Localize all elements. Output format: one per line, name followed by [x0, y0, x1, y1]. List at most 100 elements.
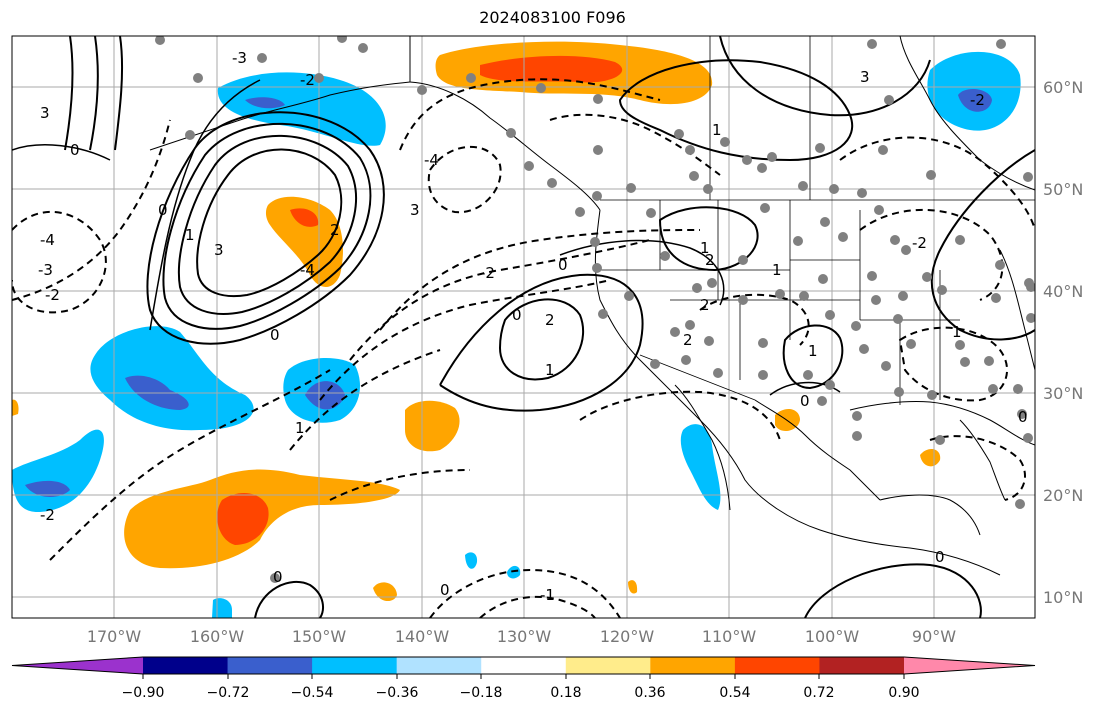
contour-label: 2: [683, 331, 693, 349]
colorbar-segment: [312, 657, 398, 674]
contour-neg-2: [379, 229, 701, 331]
contour-label: 2: [545, 311, 555, 329]
contour-label: -3: [232, 49, 247, 67]
colorbar-segment: [819, 657, 905, 674]
contour-neg-11: [859, 208, 1004, 301]
coast-yucatan: [879, 494, 981, 536]
contour-neg-9: [427, 145, 502, 214]
contour-pos-11: [254, 580, 324, 618]
contour-neg-18: [329, 469, 471, 501]
lon-label-100w: 100°W: [805, 627, 860, 646]
warm-anomaly-small-f: [12, 399, 19, 416]
lon-label-90w: 90°W: [912, 627, 956, 646]
colorbar-tick-label: 0.72: [803, 685, 834, 701]
contour-neg-12: [898, 326, 1009, 402]
colorbar-tick-label: 0.54: [719, 685, 750, 701]
contour-label: 1: [700, 239, 710, 257]
cold-anomaly-core: [245, 97, 285, 109]
lon-label-150w: 150°W: [292, 627, 347, 646]
contour-zero-1: [149, 79, 261, 331]
contour-label: -4: [424, 151, 439, 169]
contour-pos-2: [162, 122, 372, 330]
contour-label: 2: [705, 251, 715, 269]
contour-pos-4: [196, 148, 343, 298]
contour-neg-6: [49, 369, 331, 561]
contour-neg-7: [12, 211, 107, 314]
colorbar-tick-labels: −0.90 −0.72 −0.54 −0.36 −0.18 0.18 0.36 …: [122, 685, 920, 701]
lon-label-140w: 140°W: [395, 627, 450, 646]
lat-label-40n: 40°N: [1043, 282, 1083, 301]
contour-label: -2: [912, 234, 927, 252]
map-frame: [11, 35, 1036, 619]
contour-label: 3: [860, 68, 870, 86]
warm-anomaly-hawaii-core: [217, 493, 269, 545]
lat-label-50n: 50°N: [1043, 180, 1083, 199]
contour-pos-8: [782, 324, 844, 390]
cold-anomaly-hudson-core: [958, 88, 992, 112]
coast-gulf-states: [849, 401, 1035, 446]
contour-label: 1: [808, 342, 818, 360]
coast-baja: [674, 384, 731, 511]
coast-hudson: [899, 36, 1035, 191]
lon-label-130w: 130°W: [497, 627, 552, 646]
contour-pos-12: [804, 563, 982, 618]
colorbar-ticks: [142, 674, 905, 679]
contour-pos-6: [439, 273, 644, 412]
contour-label: 0: [800, 392, 810, 410]
colorbar-tick-label: 0.36: [634, 685, 665, 701]
contour-label: 0: [512, 306, 522, 324]
coast-east-us: [999, 249, 1035, 371]
warm-anomaly-yukon-core: [480, 55, 623, 83]
contour-label: 0: [273, 568, 283, 586]
contour-label: 0: [935, 548, 945, 566]
contour-neg-5: [289, 349, 441, 451]
contour-pos-10: [719, 36, 931, 117]
contour-label: 0: [270, 326, 280, 344]
warm-anomaly-northeast-pacific-core: [290, 208, 319, 227]
colorbar-segment: [650, 657, 736, 674]
lon-label-170w: 170°W: [87, 627, 142, 646]
colorbar-extend-low: [12, 657, 143, 674]
contours-positive: [64, 36, 1035, 618]
colorbar-segments: [11, 656, 1036, 675]
contour-label: 1: [712, 121, 722, 139]
contour-label: -2: [300, 71, 315, 89]
contour-label: 1: [952, 323, 962, 341]
contour-label: 0: [440, 581, 450, 599]
cold-anomaly-small-b: [507, 565, 521, 579]
contour-pos-14: [930, 149, 1035, 341]
lat-label-20n: 20°N: [1043, 486, 1083, 505]
contour-label: 1: [772, 261, 782, 279]
cold-anomaly-small-a: [465, 552, 478, 569]
colorbar-tick-label: −0.72: [207, 685, 250, 701]
colorbar-tick-label: −0.90: [122, 685, 165, 701]
coast-west-north-america: [594, 209, 1001, 576]
contour-label: 0: [158, 201, 168, 219]
latitude-labels: 60°N 50°N 40°N 30°N 20°N 10°N: [1043, 78, 1083, 607]
contour-neg-14: [429, 568, 621, 618]
lat-label-60n: 60°N: [1043, 78, 1083, 97]
colorbar-tick-label: −0.36: [376, 685, 419, 701]
colorbar-tick-label: −0.18: [460, 685, 503, 701]
map-title: 2024083100 F096: [479, 8, 626, 27]
contour-label: -2: [480, 264, 495, 282]
contour-neg-1: [399, 78, 661, 151]
lon-label-120w: 120°W: [600, 627, 655, 646]
lon-label-110w: 110°W: [702, 627, 757, 646]
lat-label-30n: 30°N: [1043, 384, 1083, 403]
contour-label: -2: [45, 286, 60, 304]
contours-negative: [12, 78, 1035, 618]
lat-label-10n: 10°N: [1043, 588, 1083, 607]
colorbar-segment: [481, 657, 567, 674]
coast-mexico-gulf: [754, 399, 881, 501]
colorbar-segment: [565, 657, 651, 674]
colorbar-segment: [227, 657, 313, 674]
contour-neg-15: [479, 595, 596, 618]
contour-label: 0: [1018, 408, 1028, 426]
contour-label: 1: [545, 361, 555, 379]
contour-pos-5: [498, 298, 585, 381]
contour-label: -1: [540, 586, 555, 604]
warm-anomaly-northeast-pacific: [265, 196, 343, 288]
contour-neg-13: [929, 435, 1026, 501]
contour-pos-1: [146, 111, 385, 345]
